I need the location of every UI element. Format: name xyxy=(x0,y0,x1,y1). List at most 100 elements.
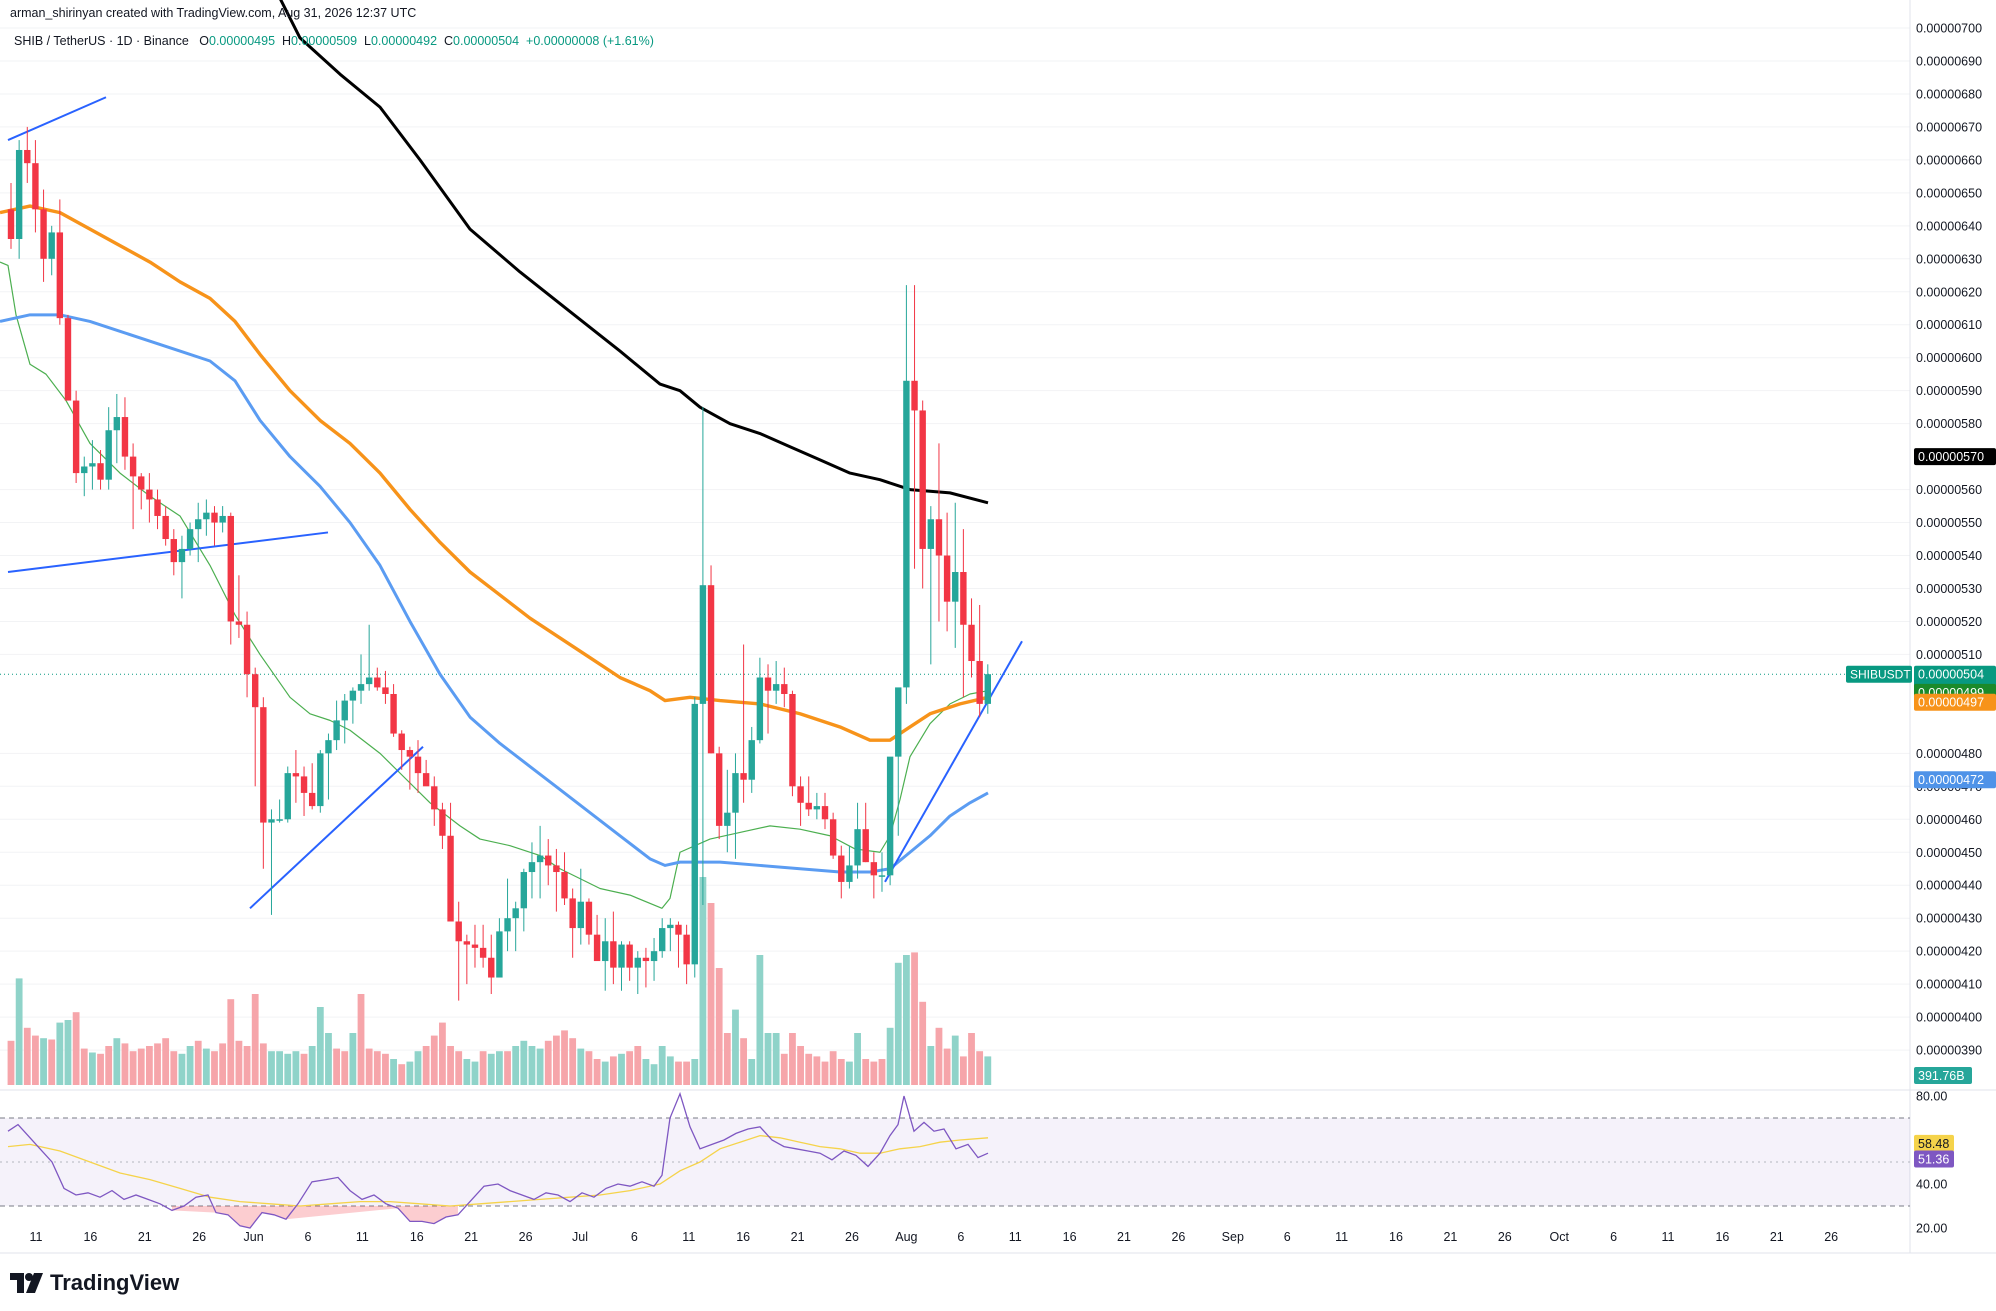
volume-bar xyxy=(284,1053,292,1085)
volume-bar xyxy=(715,968,723,1085)
candle-body xyxy=(260,707,267,823)
volume-bar xyxy=(333,1048,340,1085)
volume-bar xyxy=(618,1053,625,1085)
time-tick-label: 11 xyxy=(682,1230,695,1244)
candle-body xyxy=(317,753,324,807)
volume-bar xyxy=(382,1053,389,1085)
volume-bar xyxy=(732,1009,739,1085)
candle-body xyxy=(724,812,731,826)
volume-bar xyxy=(439,1022,446,1085)
candle-body xyxy=(846,865,853,882)
volume-bar xyxy=(903,955,910,1085)
candle-body xyxy=(186,529,194,549)
price-axis[interactable]: 0.00000700 0.00000690 0.00000680 0.00000670… xyxy=(1846,22,1996,1236)
candle-body xyxy=(952,572,959,602)
trendline[interactable] xyxy=(884,640,1023,883)
volume-bar xyxy=(447,1046,454,1085)
volume-label-text: 391.76B xyxy=(1918,1069,1965,1083)
candle-body xyxy=(97,463,104,480)
price-tick-label: 0.00000460 xyxy=(1916,813,1982,827)
candle-body xyxy=(667,924,674,929)
volume-bar xyxy=(935,1027,943,1085)
volume-bar xyxy=(308,1046,316,1085)
candle-body xyxy=(496,931,503,978)
candle-body xyxy=(121,417,129,457)
trendline[interactable] xyxy=(7,96,107,142)
candle-body xyxy=(300,776,308,793)
candle-body xyxy=(642,957,650,962)
volume-bar xyxy=(487,1053,495,1085)
volume-bar xyxy=(968,1033,975,1085)
volume-bar xyxy=(634,1046,642,1085)
candle-body xyxy=(471,944,479,948)
trendline[interactable] xyxy=(7,531,329,573)
candle-body xyxy=(968,624,975,662)
time-tick-label: 11 xyxy=(30,1230,43,1244)
candle-body xyxy=(691,703,698,965)
symbol-tag-text: SHIBUSDT xyxy=(1850,668,1911,682)
candle-body xyxy=(390,693,397,734)
candle-body xyxy=(756,677,764,741)
ohlc-high-label: H xyxy=(282,34,292,48)
price-label-text: 0.00000497 xyxy=(1918,696,1984,710)
time-tick-label: 21 xyxy=(464,1230,478,1244)
time-tick-label: 26 xyxy=(519,1230,533,1244)
candle-body xyxy=(463,941,471,945)
volume-bar xyxy=(72,1012,80,1085)
time-tick-label: Sep xyxy=(1222,1230,1244,1244)
volume-bar xyxy=(178,1053,186,1085)
volume-bar xyxy=(154,1043,161,1085)
candle-body xyxy=(675,924,682,935)
volume-bar xyxy=(813,1056,821,1085)
volume-bar xyxy=(56,1022,64,1085)
volume-bar xyxy=(870,1061,878,1085)
candle-body xyxy=(406,750,414,757)
volume-bar xyxy=(577,1048,585,1085)
volume-bar xyxy=(789,1033,796,1085)
ema-slow-line xyxy=(0,204,989,742)
price-tick-label: 0.00000450 xyxy=(1916,846,1982,860)
trendlines[interactable] xyxy=(7,96,1023,910)
time-tick-label: Oct xyxy=(1549,1230,1569,1244)
symbol-tag-box xyxy=(1846,665,1912,683)
volume-bar xyxy=(251,994,259,1085)
candle-body xyxy=(227,515,234,622)
ohlc-open: 0.00000495 xyxy=(209,34,276,48)
trendline[interactable] xyxy=(249,746,424,910)
tradingview-logo[interactable]: TradingView xyxy=(10,1270,179,1296)
candle-body xyxy=(772,684,780,691)
volume-bar xyxy=(699,877,707,1085)
price-tick-label: 0.00000590 xyxy=(1916,384,1982,398)
candle-body xyxy=(659,928,666,952)
volume-bar xyxy=(194,1040,202,1085)
time-tick-label: 21 xyxy=(791,1230,805,1244)
time-tick-label: 11 xyxy=(1009,1230,1022,1244)
price-tick-label: 0.00000510 xyxy=(1916,648,1982,662)
volume-bar xyxy=(748,1059,756,1085)
volume-bar xyxy=(512,1046,520,1085)
candle-body xyxy=(357,684,365,691)
candle-body xyxy=(545,855,552,866)
volume-bar xyxy=(536,1048,544,1085)
time-tick-label: 21 xyxy=(138,1230,152,1244)
rsi-tick-label: 80.00 xyxy=(1916,1090,1947,1104)
candle-body xyxy=(56,232,64,319)
volume-bar xyxy=(15,978,23,1085)
volume-bar xyxy=(129,1051,137,1085)
volume-bar xyxy=(430,1035,438,1085)
candle-body xyxy=(105,430,112,480)
candle-body xyxy=(252,674,259,708)
time-axis[interactable]: 11 16 21 26 Jun 6 11 16 21 26 Jul 6 11 16 21 26 Aug 6 11 16… xyxy=(30,1230,1839,1244)
time-tick-label: 6 xyxy=(631,1230,638,1244)
symbol-legend[interactable]: SHIB / TetherUS · 1D · Binance O0.000004… xyxy=(14,34,654,48)
price-tick-label: 0.00000400 xyxy=(1916,1011,1982,1025)
time-tick-label: 16 xyxy=(1063,1230,1077,1244)
volume-bar xyxy=(202,1048,210,1085)
volume-bar xyxy=(658,1046,666,1085)
candle-body xyxy=(89,463,96,467)
volume-bar xyxy=(80,1048,88,1085)
time-tick-label: 6 xyxy=(1284,1230,1291,1244)
volume-bar xyxy=(211,1051,218,1085)
volume-bar xyxy=(268,1051,275,1085)
